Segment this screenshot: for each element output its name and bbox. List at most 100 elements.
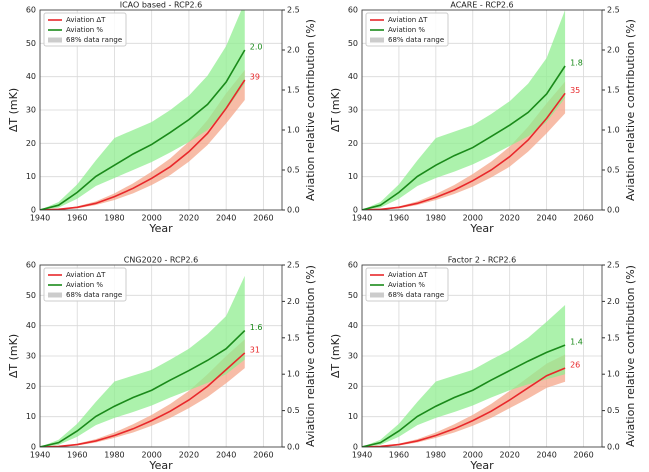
legend-box bbox=[365, 267, 449, 302]
y-tick-label: 0 bbox=[31, 443, 36, 452]
legend-label: Aviation % bbox=[388, 281, 425, 289]
y2-tick-label: 1.0 bbox=[607, 126, 620, 135]
chart-title: Factor 2 - RCP2.6 bbox=[448, 256, 516, 265]
x-axis-label: Year bbox=[148, 222, 173, 235]
legend-label: Aviation % bbox=[66, 26, 103, 34]
plot-frame bbox=[361, 264, 603, 448]
y2-tick-label: 1.0 bbox=[607, 370, 620, 379]
y-tick-label: 60 bbox=[348, 261, 358, 270]
y2-tick-label: 1.5 bbox=[287, 86, 300, 95]
chart-title: ACARE - RCP2.6 bbox=[450, 1, 513, 10]
y-tick-label: 50 bbox=[26, 39, 36, 48]
y-axis-label: ΔT (mK) bbox=[7, 334, 20, 378]
end-label: 26 bbox=[570, 361, 580, 370]
y2-tick-label: 2.5 bbox=[607, 261, 620, 270]
x-tick-label: 2040 bbox=[216, 451, 236, 460]
end-label: 1.6 bbox=[250, 323, 263, 332]
y-tick-label: 10 bbox=[26, 412, 36, 421]
legend-label: 68% data range bbox=[388, 36, 444, 44]
y2-tick-label: 0.0 bbox=[607, 443, 620, 452]
x-tick-label: 2040 bbox=[536, 451, 556, 460]
y2-tick-label: 0.5 bbox=[287, 406, 300, 415]
x-tick-label: 1940 bbox=[352, 214, 372, 223]
legend: Aviation ΔT Aviation % 68% data range bbox=[365, 267, 449, 302]
x-tick-label: 2060 bbox=[573, 214, 593, 223]
y-tick-label: 50 bbox=[348, 291, 358, 300]
y-axis-label: ΔT (mK) bbox=[329, 88, 342, 132]
legend: Aviation ΔT Aviation % 68% data range bbox=[43, 267, 127, 302]
y2-tick-label: 1.0 bbox=[287, 370, 300, 379]
y2-tick-label: 0.5 bbox=[287, 166, 300, 175]
x-tick-label: 2020 bbox=[179, 214, 199, 223]
chart-title: CNG2020 - RCP2.6 bbox=[124, 256, 198, 265]
legend-box bbox=[365, 12, 449, 47]
x-tick-label: 1940 bbox=[30, 214, 50, 223]
range-band bbox=[40, 10, 245, 210]
legend-label: 68% data range bbox=[66, 36, 122, 44]
y-tick-label: 50 bbox=[348, 39, 358, 48]
legend-label: Aviation ΔT bbox=[66, 271, 106, 279]
legend-box bbox=[43, 12, 127, 47]
y2-tick-label: 1.5 bbox=[607, 86, 620, 95]
y-tick-label: 20 bbox=[348, 382, 358, 391]
series-line bbox=[40, 329, 246, 447]
series-line bbox=[362, 92, 566, 210]
end-label: 2.0 bbox=[250, 43, 263, 52]
panel: 1940 1960 1980 2000 2020 2040 2060 0 10 20 30 40 50 6… bbox=[329, 256, 637, 472]
x-axis-label: Year bbox=[469, 222, 494, 235]
series-line bbox=[362, 367, 566, 447]
y-tick-label: 40 bbox=[26, 72, 36, 81]
x-tick-label: 2000 bbox=[142, 214, 162, 223]
x-tick-label: 2040 bbox=[536, 214, 556, 223]
y-tick-label: 10 bbox=[348, 172, 358, 181]
panel: 1940 1960 1980 2000 2020 2040 2060 0 10 20 30 40 50 6… bbox=[7, 256, 317, 472]
y-tick-label: 60 bbox=[348, 6, 358, 15]
y2-tick-label: 2.5 bbox=[287, 6, 300, 15]
y2-tick-label: 0.5 bbox=[607, 166, 620, 175]
y-axis-label: ΔT (mK) bbox=[329, 334, 342, 378]
y-tick-label: 40 bbox=[348, 321, 358, 330]
plot-frame bbox=[39, 9, 283, 211]
y2-tick-label: 2.0 bbox=[607, 297, 620, 306]
x-tick-label: 2000 bbox=[463, 451, 483, 460]
y2-axis-label: Aviation relative contribution (%) bbox=[304, 19, 317, 201]
x-tick-label: 1980 bbox=[426, 451, 446, 460]
legend-label: Aviation % bbox=[388, 26, 425, 34]
y-tick-label: 30 bbox=[26, 106, 36, 115]
x-tick-label: 2000 bbox=[142, 451, 162, 460]
y-tick-label: 40 bbox=[26, 321, 36, 330]
plot-area bbox=[40, 10, 246, 210]
y-tick-label: 40 bbox=[348, 72, 358, 81]
x-tick-label: 1940 bbox=[30, 451, 50, 460]
range-band bbox=[40, 275, 245, 447]
panel: 1940 1960 1980 2000 2020 2040 2060 0 10 20 30 40 50 6… bbox=[7, 1, 317, 236]
y2-axis-label: Aviation relative contribution (%) bbox=[304, 265, 317, 447]
x-tick-label: 1960 bbox=[389, 214, 409, 223]
y-tick-label: 60 bbox=[26, 261, 36, 270]
x-tick-label: 2020 bbox=[500, 214, 520, 223]
y-tick-label: 30 bbox=[26, 352, 36, 361]
x-tick-label: 2060 bbox=[253, 451, 273, 460]
x-tick-label: 1980 bbox=[104, 214, 124, 223]
y2-tick-label: 1.5 bbox=[287, 333, 300, 342]
y-tick-label: 20 bbox=[26, 382, 36, 391]
y-tick-label: 10 bbox=[26, 172, 36, 181]
y-tick-label: 20 bbox=[26, 139, 36, 148]
y2-tick-label: 1.5 bbox=[607, 333, 620, 342]
y-tick-label: 0 bbox=[353, 206, 358, 215]
legend: Aviation ΔT Aviation % 68% data range bbox=[365, 12, 449, 47]
range-band bbox=[40, 70, 245, 210]
range-band bbox=[362, 10, 566, 210]
y-axis-label: ΔT (mK) bbox=[7, 88, 20, 132]
end-label: 1.4 bbox=[570, 338, 583, 347]
x-tick-label: 2040 bbox=[216, 214, 236, 223]
x-tick-label: 2060 bbox=[573, 451, 593, 460]
x-axis-label: Year bbox=[469, 459, 494, 472]
y2-tick-label: 2.5 bbox=[287, 261, 300, 270]
x-tick-label: 1940 bbox=[352, 451, 372, 460]
series-line bbox=[40, 352, 246, 447]
y2-tick-label: 2.0 bbox=[607, 46, 620, 55]
plot-area bbox=[362, 10, 566, 210]
legend: Aviation ΔT Aviation % 68% data range bbox=[43, 12, 127, 47]
